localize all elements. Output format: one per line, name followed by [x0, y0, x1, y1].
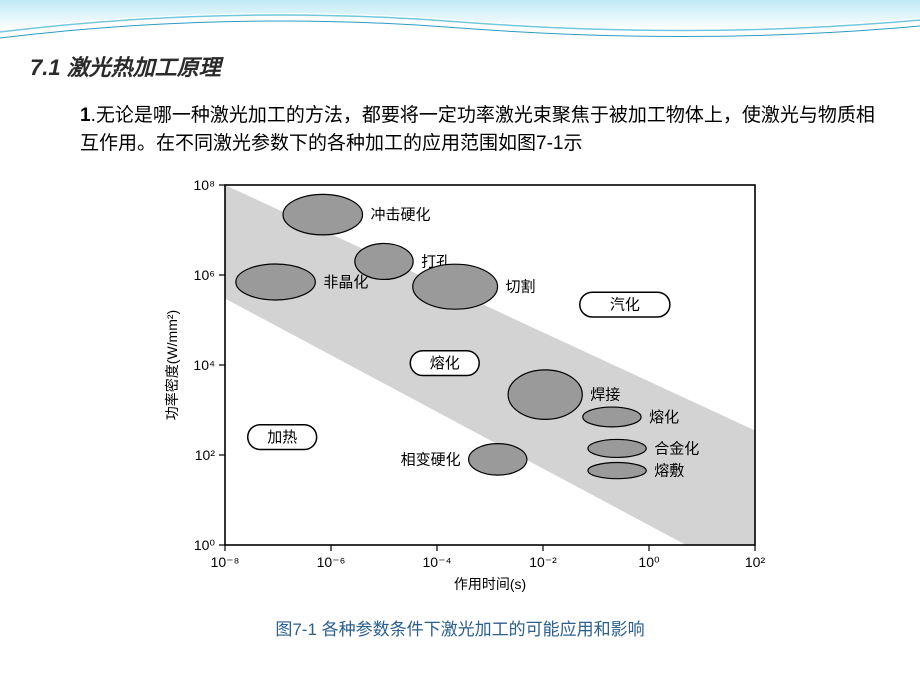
label-shock-hardening: 冲击硬化: [371, 207, 431, 224]
svg-text:10²: 10²: [745, 554, 766, 570]
region-shock-hardening: [283, 194, 363, 235]
svg-text:10⁰: 10⁰: [194, 537, 216, 553]
region-alloying: [588, 439, 646, 457]
figure-caption: 图7-1 各种参数条件下激光加工的可能应用和影响: [0, 615, 920, 640]
svg-text:10⁴: 10⁴: [193, 357, 215, 373]
section-title: 7.1 激光热加工原理: [30, 50, 221, 82]
x-axis-label: 作用时间(s): [454, 576, 526, 592]
header-wave: [0, 0, 920, 50]
region-melting-2: [583, 407, 641, 427]
svg-text:10⁻⁶: 10⁻⁶: [317, 554, 346, 570]
region-welding: [508, 370, 582, 420]
label-welding: 焊接: [590, 387, 620, 404]
svg-text:10⁻²: 10⁻²: [529, 554, 557, 570]
svg-text:10⁰: 10⁰: [638, 554, 660, 570]
region-cladding: [588, 463, 646, 479]
svg-text:10⁻⁸: 10⁻⁸: [211, 554, 240, 570]
svg-text:10⁻⁴: 10⁻⁴: [423, 554, 452, 570]
y-axis-label: 功率密度(W/mm²): [164, 310, 180, 420]
svg-text:10⁸: 10⁸: [194, 177, 216, 193]
label-alloying: 合金化: [654, 440, 699, 457]
region-cutting: [413, 264, 498, 309]
bubble-label-vaporization: 汽化: [610, 297, 640, 314]
label-transformation-hardening: 相变硬化: [401, 451, 461, 468]
paragraph-number: 1: [80, 105, 91, 126]
label-cutting: 切割: [506, 279, 536, 296]
body-paragraph: 1.无论是哪一种激光加工的方法，都要将一定功率激光束聚焦于被加工物体上，使激光与…: [80, 102, 880, 157]
region-amorphization: [236, 264, 316, 300]
laser-processing-chart: 10⁻⁸ 10⁻⁶ 10⁻⁴ 10⁻² 10⁰ 10² 10⁰ 10² 10⁴ 10⁶ 10⁸ 作用时…: [155, 175, 775, 605]
label-cladding: 熔敷: [654, 462, 684, 480]
process-band: [225, 185, 755, 545]
region-transformation-hardening: [469, 444, 527, 476]
svg-text:10²: 10²: [195, 447, 216, 463]
svg-text:10⁶: 10⁶: [194, 267, 215, 283]
bubble-label-heating: 加热: [267, 429, 297, 446]
paragraph-text: .无论是哪一种激光加工的方法，都要将一定功率激光束聚焦于被加工物体上，使激光与物…: [80, 105, 875, 154]
label-amorphization: 非晶化: [323, 274, 368, 291]
bubble-label-melting-1: 熔化: [430, 355, 460, 372]
label-melting-2: 熔化: [649, 409, 679, 426]
